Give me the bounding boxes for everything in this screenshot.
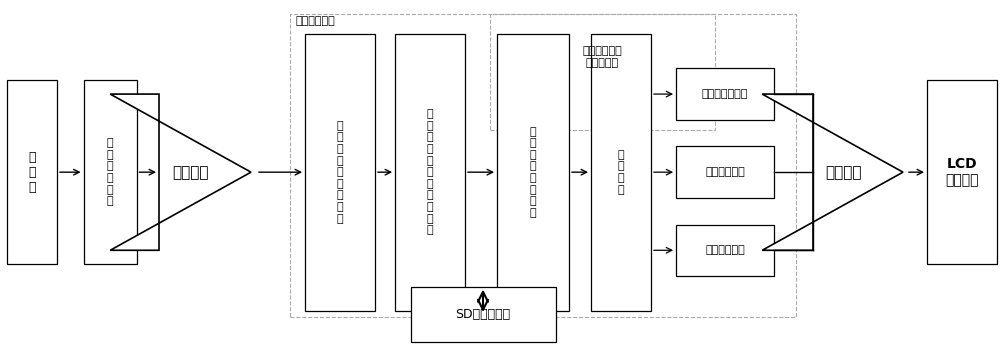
Text: 离
心
泵: 离 心 泵 <box>28 151 36 194</box>
Bar <box>927 80 997 264</box>
Polygon shape <box>762 94 903 250</box>
Bar <box>290 14 796 317</box>
Bar <box>7 80 57 264</box>
Text: LCD
显示模块: LCD 显示模块 <box>945 157 979 187</box>
Text: 信
号
采
集
模
块: 信 号 采 集 模 块 <box>107 138 113 206</box>
Bar <box>676 146 774 198</box>
Polygon shape <box>110 94 251 250</box>
Text: 机封是否损坏: 机封是否损坏 <box>705 245 745 255</box>
Bar <box>84 80 136 264</box>
Text: SD卡存储模块: SD卡存储模块 <box>455 308 511 321</box>
Text: 对比正常运行
时的参数值: 对比正常运行 时的参数值 <box>582 46 622 67</box>
Text: 是否偏工况运行: 是否偏工况运行 <box>702 89 748 99</box>
Bar <box>395 34 465 311</box>
Bar <box>497 34 569 311</box>
Bar <box>676 225 774 276</box>
Bar <box>490 14 715 130</box>
Text: 采集数据: 采集数据 <box>173 165 209 180</box>
Text: 是否发生空化: 是否发生空化 <box>705 167 745 177</box>
Bar <box>411 287 556 342</box>
Text: 计
算
信
号
特
征
参
数: 计 算 信 号 特 征 参 数 <box>530 127 536 218</box>
Text: 计
算
循
环
自
相
关
函
数: 计 算 循 环 自 相 关 函 数 <box>337 121 343 224</box>
Text: 循
环
自
相
关
函
数
切
片
分
析: 循 环 自 相 关 函 数 切 片 分 析 <box>427 109 433 235</box>
Text: 信号处理模块: 信号处理模块 <box>296 16 336 26</box>
Bar <box>305 34 375 311</box>
Text: 检测结果: 检测结果 <box>826 165 862 180</box>
Text: 故
障
诊
断: 故 障 诊 断 <box>618 150 624 195</box>
Bar <box>591 34 651 311</box>
Bar <box>676 68 774 120</box>
